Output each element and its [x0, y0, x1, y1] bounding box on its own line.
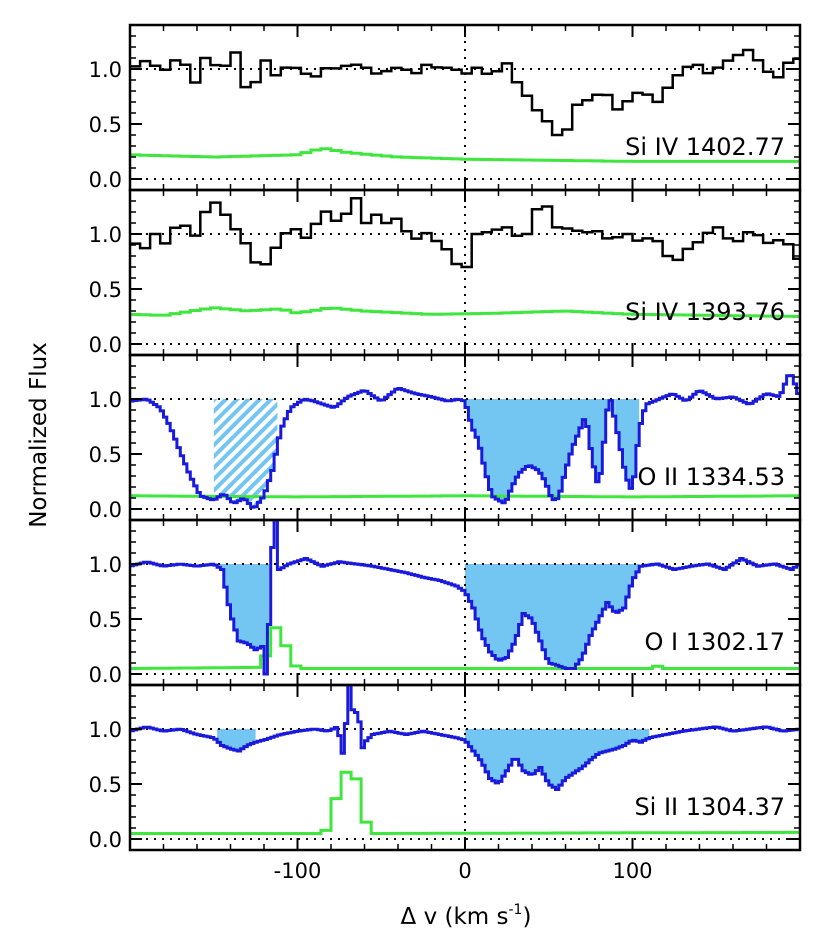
panel-label: Si IV 1393.76: [625, 298, 785, 326]
absorption-fill-1: [465, 399, 616, 503]
y-tick-label: 0.0: [89, 663, 122, 687]
y-tick-label: 0.0: [89, 828, 122, 852]
flux-spectrum: [130, 374, 800, 509]
x-axis-label-unit-exponent: -1: [509, 902, 523, 918]
panels: 0.0 0.5 1.0 Si IV 1402.77 0.0 0.5 1.0 Si IV 139…: [89, 23, 802, 883]
panel-plot-area: [130, 685, 800, 850]
y-tick-label: 0.5: [89, 443, 122, 467]
absorption-fill-2: [465, 564, 640, 669]
panel-3: 0.0 0.5 1.0 O II 1334.53: [89, 353, 802, 522]
y-tick-label: 0.0: [89, 333, 122, 357]
panel-5: 0.0 0.5 1.0 Si II 1304.37 -100 0 100: [89, 683, 802, 883]
flux-spectrum: [130, 685, 800, 791]
panel-plot-area: [130, 190, 800, 355]
x-tick-label: 100: [612, 859, 652, 883]
error-spectrum: [130, 770, 800, 835]
y-tick-label: 0.5: [89, 608, 122, 632]
panel-plot-area: [130, 25, 800, 190]
x-tick-label: 0: [458, 859, 471, 883]
error-spectrum: [130, 147, 800, 163]
y-tick-label: 1.0: [89, 223, 122, 247]
flux-spectrum: [130, 196, 800, 269]
panel-label: Si IV 1402.77: [625, 133, 785, 161]
flux-spectrum: [130, 520, 800, 676]
y-tick-label: 0.5: [89, 773, 122, 797]
error-spectrum: [130, 494, 800, 499]
panel-2: 0.0 0.5 1.0 Si IV 1393.76: [89, 188, 802, 357]
x-axis-label: Δ v (km s-1): [401, 902, 532, 930]
panel-plot-area: [130, 355, 800, 520]
error-spectrum: [130, 626, 800, 670]
error-spectrum: [130, 306, 800, 318]
flux-spectrum: [130, 48, 800, 137]
panel-label: O II 1334.53: [637, 463, 785, 491]
y-tick-label: 0.0: [89, 168, 122, 192]
y-tick-label: 1.0: [89, 718, 122, 742]
panel-label: O I 1302.17: [645, 628, 785, 656]
y-tick-label: 0.5: [89, 278, 122, 302]
x-tick-label: -100: [274, 859, 322, 883]
y-tick-label: 0.5: [89, 113, 122, 137]
y-tick-label: 1.0: [89, 553, 122, 577]
y-axis-label: Normalized Flux: [26, 342, 52, 528]
y-tick-label: 0.0: [89, 498, 122, 522]
y-tick-label: 1.0: [89, 388, 122, 412]
panel-plot-area: [130, 520, 800, 685]
absorption-fill-1: [217, 564, 269, 674]
absorption-fill-2: [615, 399, 640, 489]
x-axis-label-close: ): [522, 904, 531, 930]
hatched-region: [213, 399, 278, 508]
panel-1: 0.0 0.5 1.0 Si IV 1402.77: [89, 23, 802, 192]
panel-4: 0.0 0.5 1.0 O I 1302.17: [89, 518, 802, 687]
panel-label: Si II 1304.37: [634, 793, 785, 821]
y-tick-label: 1.0: [89, 58, 122, 82]
absorption-fill-2: [465, 729, 630, 790]
x-axis-label-main: Δ v (km s: [401, 904, 509, 930]
